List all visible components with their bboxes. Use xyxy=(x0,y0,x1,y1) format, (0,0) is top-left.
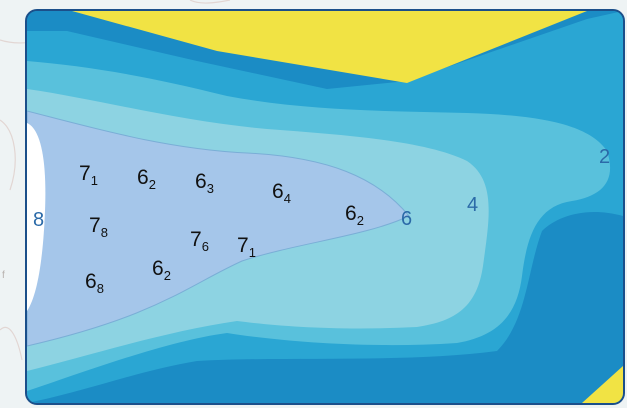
sounding: 62 xyxy=(152,257,171,283)
contour-label-4: 4 xyxy=(467,194,479,216)
sounding: 71 xyxy=(79,162,98,188)
bathymetric-map: 2 4 6 8 71 62 63 64 62 78 76 71 62 68 xyxy=(25,9,625,405)
sounding: 68 xyxy=(85,270,104,296)
side-text-fragment: f xyxy=(2,270,5,281)
depth-zones xyxy=(27,11,623,403)
contour-label-2: 2 xyxy=(599,146,611,168)
contour-label-8: 8 xyxy=(33,209,45,231)
sounding: 64 xyxy=(272,180,291,206)
contour-label-6: 6 xyxy=(401,208,413,230)
sand-bottom-right xyxy=(582,366,623,403)
sounding: 71 xyxy=(237,234,256,260)
sounding: 78 xyxy=(89,214,108,240)
zone-8 xyxy=(27,110,410,347)
sand-top xyxy=(72,11,587,83)
sounding: 63 xyxy=(195,170,214,196)
sounding: 76 xyxy=(190,228,209,254)
sounding: 62 xyxy=(137,166,156,192)
sounding: 62 xyxy=(345,202,364,228)
shoal-hole xyxy=(27,123,46,311)
